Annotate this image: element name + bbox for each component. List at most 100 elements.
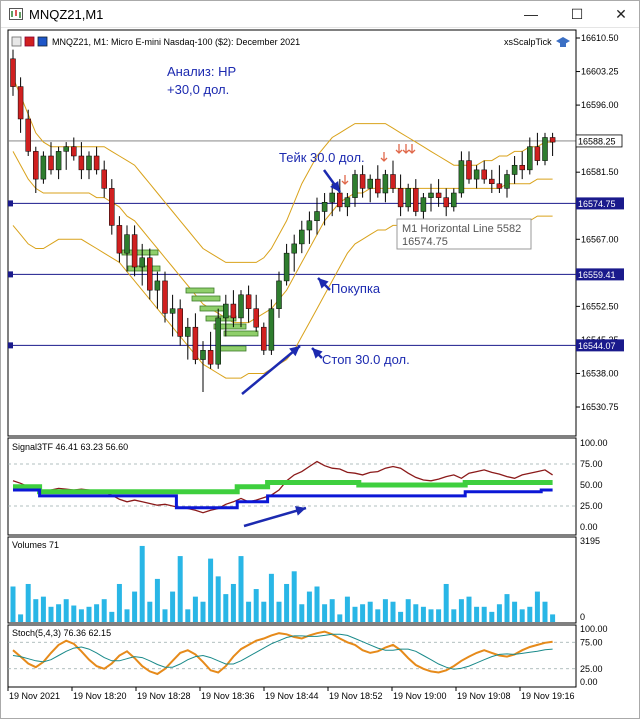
candle[interactable] xyxy=(245,294,252,309)
volume-bar[interactable] xyxy=(519,609,525,622)
candle[interactable] xyxy=(131,234,138,268)
candle[interactable] xyxy=(466,160,472,180)
volume-bar[interactable] xyxy=(375,609,381,622)
volume-bar[interactable] xyxy=(451,609,457,622)
candle[interactable] xyxy=(268,308,275,351)
volume-bar[interactable] xyxy=(489,611,495,622)
candle[interactable] xyxy=(78,155,85,171)
volume-bar[interactable] xyxy=(185,609,191,622)
volume-bar[interactable] xyxy=(63,599,69,622)
candle[interactable] xyxy=(177,308,183,337)
candle[interactable] xyxy=(314,211,320,222)
volume-bar[interactable] xyxy=(504,594,510,622)
candle[interactable] xyxy=(238,294,244,319)
volume-bar[interactable] xyxy=(109,611,115,622)
volume-bar[interactable] xyxy=(101,599,107,622)
volume-bar[interactable] xyxy=(420,606,426,622)
volume-bar[interactable] xyxy=(253,589,259,622)
buy-icon[interactable] xyxy=(37,36,48,47)
volume-bar[interactable] xyxy=(314,586,320,622)
candle[interactable] xyxy=(55,151,62,171)
volume-bar[interactable] xyxy=(481,606,487,622)
candle[interactable] xyxy=(185,326,191,337)
candle[interactable] xyxy=(496,183,503,189)
candle[interactable] xyxy=(86,155,92,171)
volume-bar[interactable] xyxy=(458,599,464,622)
volume-bar[interactable] xyxy=(238,556,244,622)
candle[interactable] xyxy=(124,234,130,254)
volume-bar[interactable] xyxy=(86,606,92,622)
volume-bar[interactable] xyxy=(170,591,176,622)
candle[interactable] xyxy=(154,280,161,291)
volume-bar[interactable] xyxy=(428,609,434,622)
volume-bar[interactable] xyxy=(132,591,138,622)
volume-bar[interactable] xyxy=(405,599,411,622)
volume-bar[interactable] xyxy=(474,606,480,622)
hline-anchor[interactable] xyxy=(8,342,13,349)
volume-bar[interactable] xyxy=(284,583,290,622)
volume-bar[interactable] xyxy=(268,573,274,622)
candle[interactable] xyxy=(215,317,221,365)
volume-bar[interactable] xyxy=(390,601,396,622)
candle[interactable] xyxy=(367,178,373,189)
volume-bar[interactable] xyxy=(116,583,122,622)
volume-bar[interactable] xyxy=(527,606,533,622)
candle[interactable] xyxy=(253,308,259,328)
candle[interactable] xyxy=(382,174,389,194)
volume-bar[interactable] xyxy=(542,601,548,622)
candle[interactable] xyxy=(549,137,556,143)
candle[interactable] xyxy=(337,192,343,208)
candle[interactable] xyxy=(504,174,510,189)
volume-bar[interactable] xyxy=(367,601,373,622)
volume-bar[interactable] xyxy=(10,586,16,622)
candle[interactable] xyxy=(291,243,297,254)
candle[interactable] xyxy=(17,86,24,120)
candle[interactable] xyxy=(405,188,411,208)
candle[interactable] xyxy=(299,229,305,245)
candle[interactable] xyxy=(306,220,313,231)
volume-bar[interactable] xyxy=(71,605,77,622)
candle[interactable] xyxy=(283,252,290,282)
volume-bar[interactable] xyxy=(398,611,404,622)
volume-bar[interactable] xyxy=(276,601,282,622)
volume-bar[interactable] xyxy=(139,545,145,622)
candle[interactable] xyxy=(359,174,366,189)
volume-bar[interactable] xyxy=(208,558,214,622)
volume-bar[interactable] xyxy=(337,614,343,622)
volume-bar[interactable] xyxy=(40,596,46,622)
candle[interactable] xyxy=(33,151,39,180)
candle[interactable] xyxy=(413,188,419,212)
candle[interactable] xyxy=(451,192,457,208)
candle[interactable] xyxy=(63,146,69,152)
candle[interactable] xyxy=(162,280,168,314)
candle[interactable] xyxy=(435,192,442,198)
volume-bar[interactable] xyxy=(78,609,84,622)
candle[interactable] xyxy=(489,178,495,184)
candle[interactable] xyxy=(397,188,404,208)
candle[interactable] xyxy=(71,146,77,157)
volume-bar[interactable] xyxy=(466,596,472,622)
candle[interactable] xyxy=(223,303,229,319)
one-click-icon[interactable] xyxy=(11,36,22,47)
candle[interactable] xyxy=(519,164,525,171)
minimize-button[interactable]: — xyxy=(524,6,538,22)
candle[interactable] xyxy=(10,58,16,87)
candle[interactable] xyxy=(329,192,335,203)
volume-bar[interactable] xyxy=(223,594,229,622)
candle[interactable] xyxy=(207,350,214,365)
volume-bar[interactable] xyxy=(512,601,518,622)
candle[interactable] xyxy=(443,197,449,208)
volume-bar[interactable] xyxy=(344,596,350,622)
volume-bar[interactable] xyxy=(200,601,206,622)
volume-bar[interactable] xyxy=(329,599,335,622)
volume-bar[interactable] xyxy=(192,596,198,622)
volume-bar[interactable] xyxy=(147,601,153,622)
candle[interactable] xyxy=(375,178,381,194)
volume-bar[interactable] xyxy=(352,606,358,622)
candle[interactable] xyxy=(192,326,199,360)
volume-bar[interactable] xyxy=(291,571,297,622)
volume-bar[interactable] xyxy=(124,609,130,622)
candle[interactable] xyxy=(40,155,47,180)
volume-bar[interactable] xyxy=(94,604,100,622)
volume-bar[interactable] xyxy=(154,578,160,622)
